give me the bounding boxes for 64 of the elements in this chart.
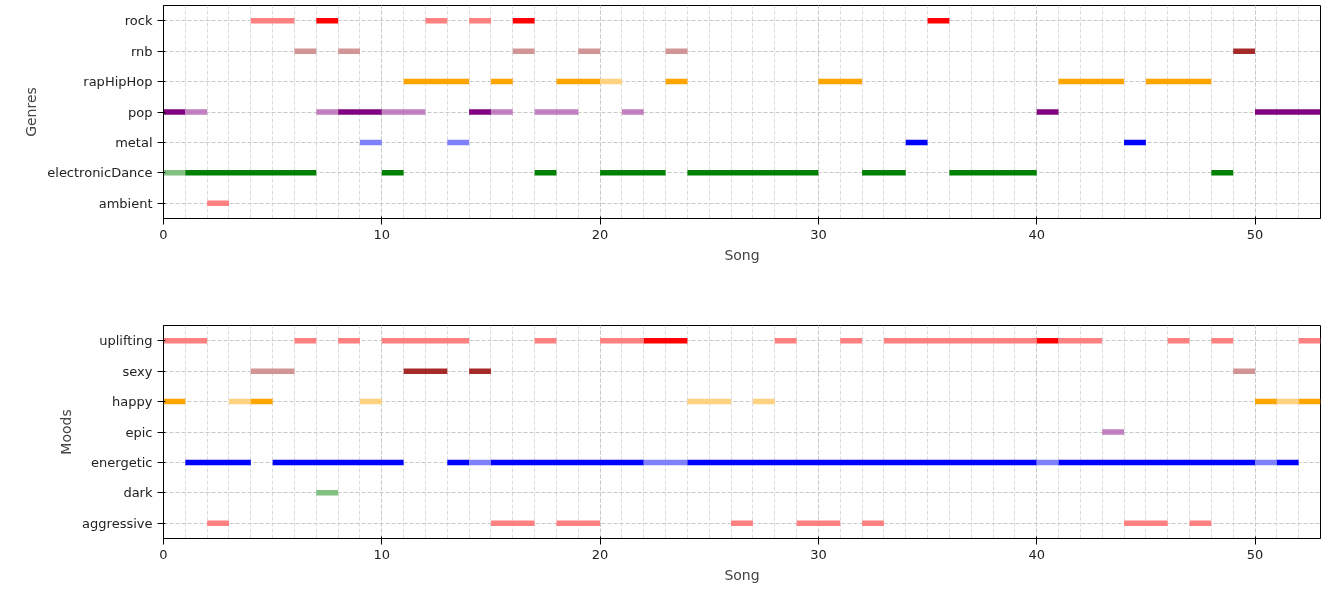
y-tick-label: aggressive — [82, 515, 153, 531]
y-tick-label: epic — [125, 424, 153, 440]
bar — [862, 520, 884, 527]
bar — [687, 398, 732, 405]
x-axis-title: Song — [724, 246, 760, 263]
bar — [316, 490, 339, 496]
bar — [447, 139, 470, 146]
bar — [163, 170, 186, 176]
bar — [250, 17, 295, 24]
y-tick-label: dark — [123, 485, 153, 501]
bar — [556, 520, 601, 527]
y-tick-label: metal — [115, 134, 153, 150]
bar — [207, 520, 229, 527]
x-axis-title: Song — [724, 566, 760, 583]
bar — [600, 78, 622, 85]
x-tick-label: 30 — [810, 226, 827, 242]
x-tick-label: 20 — [591, 226, 609, 242]
bar — [228, 398, 251, 405]
x-tick-label: 30 — [810, 546, 827, 562]
bar — [207, 200, 229, 207]
x-tick-label: 40 — [1028, 226, 1045, 242]
y-tick-label: pop — [128, 104, 153, 120]
bar — [490, 520, 535, 527]
bar — [752, 398, 775, 405]
y-tick-label: uplifting — [99, 333, 153, 349]
y-tick-label: happy — [112, 394, 153, 410]
x-tick-label: 50 — [1246, 546, 1264, 562]
bar — [1255, 109, 1321, 115]
y-axis-title: Moods — [58, 409, 75, 455]
bar — [1058, 337, 1103, 344]
x-tick-label: 40 — [1028, 546, 1045, 562]
y-tick-label: electronicDance — [47, 165, 153, 181]
bar — [359, 398, 382, 405]
y-tick-label: energetic — [91, 454, 153, 470]
y-tick-label: rock — [124, 13, 153, 29]
bar — [1233, 368, 1256, 374]
bar — [294, 337, 317, 344]
x-tick-label: 10 — [373, 226, 391, 242]
x-tick-label: 50 — [1246, 226, 1264, 242]
y-tick-label: sexy — [122, 363, 153, 379]
y-axis-title: Genres — [23, 87, 40, 137]
bar — [1233, 48, 1256, 54]
x-tick-label: 20 — [591, 546, 609, 562]
bar — [469, 368, 491, 374]
bar — [1211, 337, 1234, 344]
bar — [600, 337, 644, 344]
y-tick-label: rnb — [130, 43, 153, 59]
y-tick-label: rapHipHop — [83, 74, 153, 90]
bar — [774, 337, 797, 344]
x-tick-label: 0 — [159, 226, 168, 242]
bar — [731, 520, 753, 527]
bar — [250, 368, 295, 374]
bar — [1255, 459, 1277, 466]
bar — [1102, 429, 1125, 435]
bar — [1167, 337, 1190, 344]
bar — [1036, 109, 1059, 115]
x-tick-label: 10 — [373, 546, 391, 562]
x-tick-label: 0 — [159, 546, 168, 562]
bar — [796, 520, 841, 527]
y-tick-label: ambient — [98, 195, 153, 211]
bar — [338, 337, 360, 344]
bar — [403, 368, 448, 374]
bar — [1276, 398, 1299, 405]
bar — [381, 337, 470, 344]
